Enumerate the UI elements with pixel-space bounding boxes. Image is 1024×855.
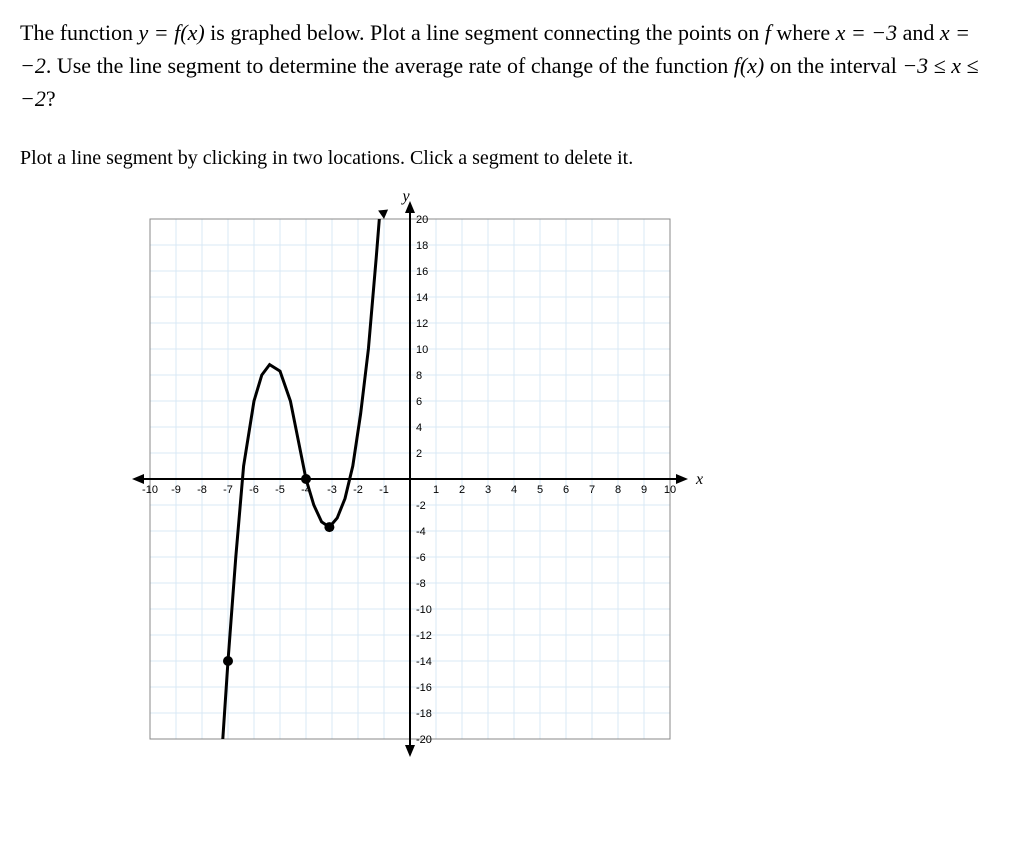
- x-axis-label: x: [695, 471, 703, 488]
- function-curve: [220, 189, 384, 759]
- y-tick-label: -4: [416, 526, 426, 538]
- y-tick-label: 12: [416, 318, 428, 330]
- q-part7: ?: [46, 86, 56, 111]
- plotted-point[interactable]: [223, 656, 233, 666]
- x-tick-label: -5: [275, 484, 285, 496]
- y-tick-label: 4: [416, 422, 422, 434]
- q-part2: is graphed below. Plot a line segment co…: [205, 20, 765, 45]
- x-tick-label: 4: [511, 484, 517, 496]
- x-tick-label: -8: [197, 484, 207, 496]
- y-tick-label: -10: [416, 604, 432, 616]
- x-tick-label: -2: [353, 484, 363, 496]
- y-tick-label: 20: [416, 214, 428, 226]
- y-axis-label: y: [400, 189, 410, 205]
- question-text: The function y = f(x) is graphed below. …: [20, 16, 1004, 115]
- x-tick-label: -7: [223, 484, 233, 496]
- q-part6: on the interval: [764, 53, 902, 78]
- q-eq5: f(x): [734, 53, 765, 78]
- y-tick-label: 14: [416, 292, 428, 304]
- x-tick-label: 1: [433, 484, 439, 496]
- x-tick-label: 6: [563, 484, 569, 496]
- y-tick-label: 10: [416, 344, 428, 356]
- coordinate-plane[interactable]: -10-9-8-7-6-5-4-3-2-11234567891020181614…: [110, 189, 710, 759]
- x-tick-label: 7: [589, 484, 595, 496]
- y-tick-label: 2: [416, 448, 422, 460]
- x-tick-label: -10: [142, 484, 158, 496]
- plotted-point[interactable]: [301, 474, 311, 484]
- x-tick-label: -6: [249, 484, 259, 496]
- y-tick-label: 16: [416, 266, 428, 278]
- x-tick-label: -9: [171, 484, 181, 496]
- q-part3: where: [771, 20, 836, 45]
- y-tick-label: -14: [416, 656, 432, 668]
- q-part1: The function: [20, 20, 139, 45]
- y-tick-label: -20: [416, 734, 432, 746]
- y-tick-label: -18: [416, 708, 432, 720]
- q-part5: . Use the line segment to determine the …: [46, 53, 734, 78]
- x-tick-label: 2: [459, 484, 465, 496]
- y-tick-label: -12: [416, 630, 432, 642]
- instruction-text: Plot a line segment by clicking in two l…: [20, 143, 1004, 173]
- y-tick-label: -2: [416, 500, 426, 512]
- q-eq3: x = −3: [836, 20, 897, 45]
- y-tick-label: 8: [416, 370, 422, 382]
- q-part4: and: [897, 20, 940, 45]
- x-tick-label: 8: [615, 484, 621, 496]
- y-tick-label: -16: [416, 682, 432, 694]
- y-tick-label: -6: [416, 552, 426, 564]
- x-tick-label: -3: [327, 484, 337, 496]
- y-tick-label: -8: [416, 578, 426, 590]
- x-tick-label: 9: [641, 484, 647, 496]
- x-tick-label: 10: [664, 484, 676, 496]
- plotted-point[interactable]: [324, 522, 334, 532]
- y-tick-label: 6: [416, 396, 422, 408]
- y-tick-label: 18: [416, 240, 428, 252]
- x-tick-label: 5: [537, 484, 543, 496]
- x-tick-label: 3: [485, 484, 491, 496]
- q-eq1: y = f(x): [139, 20, 205, 45]
- x-tick-label: -1: [379, 484, 389, 496]
